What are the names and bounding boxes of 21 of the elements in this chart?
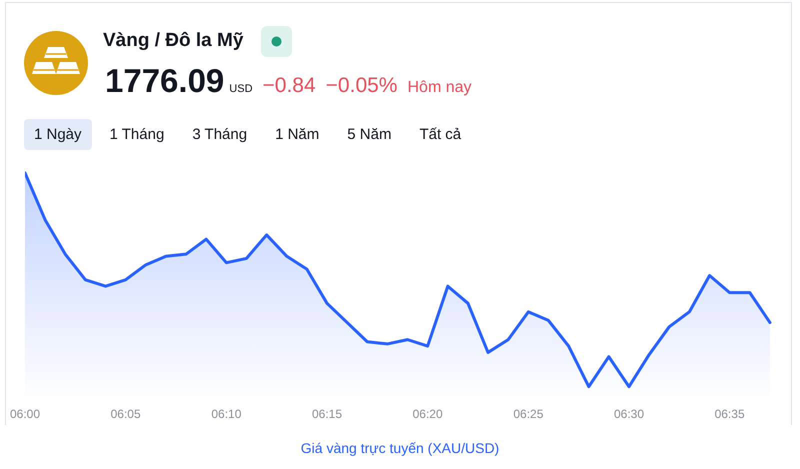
x-tick-label: 06:00 <box>10 407 40 422</box>
x-tick-label: 06:35 <box>714 407 745 422</box>
chart-title: Vàng / Đô la Mỹ <box>103 29 244 53</box>
tab[interactable]: 1 Năm <box>265 119 330 150</box>
x-tick-label: 06:30 <box>614 407 644 422</box>
x-tick-label: 06:20 <box>412 407 443 422</box>
text: USD <box>229 83 253 95</box>
text: Hôm nay <box>407 79 472 97</box>
tab[interactable]: 1 Ngày <box>24 119 92 150</box>
tab[interactable]: 1 Tháng <box>100 119 174 150</box>
x-tick-label: 06:25 <box>513 407 544 422</box>
text: Giá vàng trực tuyến (XAU/USD) <box>300 440 500 456</box>
text: −0.05% <box>326 74 398 98</box>
tab[interactable]: 5 Năm <box>337 119 402 150</box>
tab[interactable]: Tất cả <box>409 119 472 150</box>
tab[interactable]: 3 Tháng <box>182 119 258 150</box>
text: 1776.09 <box>105 62 224 100</box>
x-tick-label: 06:05 <box>110 407 141 422</box>
text: −0.84 <box>262 74 316 98</box>
x-tick-label: 06:15 <box>312 407 342 422</box>
x-tick-label: 06:10 <box>211 407 242 422</box>
